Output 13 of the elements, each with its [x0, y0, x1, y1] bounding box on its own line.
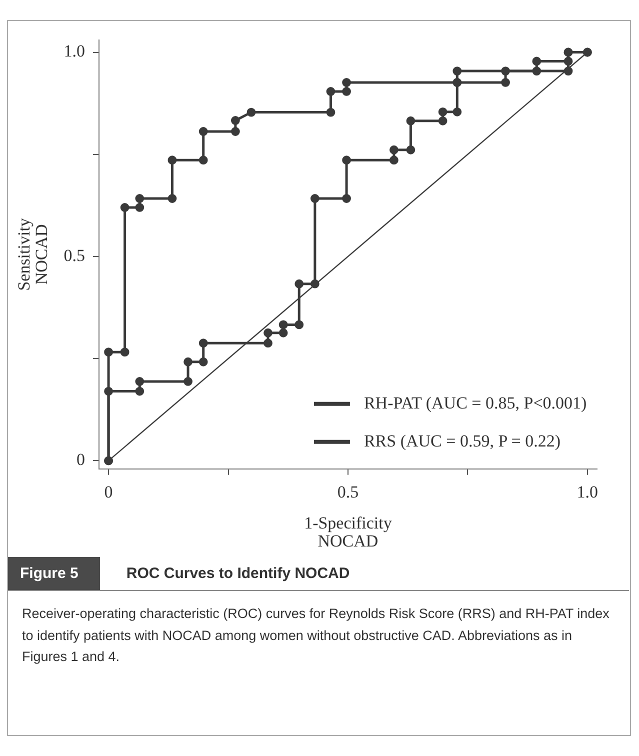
legend-label: RRS (AUC = 0.59, P = 0.22)	[364, 431, 561, 450]
y-tick-label: 0.5	[64, 246, 85, 265]
y-tick-label: 1.0	[64, 42, 85, 61]
y-axis-title: Sensitivity NOCAD	[14, 218, 52, 291]
text: Receiver-operating characteristic (ROC) curves for Reynolds Risk Score (RRS) and RH-PAT index to identify patients with NOCAD among women without obstructive CAD. Abbreviations as in Figures 1 and 4.	[21, 605, 610, 666]
x-tick-label: 0	[104, 482, 113, 502]
text: Figure 5	[8, 557, 100, 590]
y-tick-label: 0	[76, 450, 85, 470]
x-axis-title: 1-Specificity NOCAD	[304, 514, 392, 551]
text: ROC Curves to Identify NOCAD	[126, 565, 350, 582]
x-tick-label: 1.0	[576, 482, 598, 502]
x-tick-label: 0.5	[337, 482, 359, 502]
legend-label: RH-PAT (AUC = 0.85, P<0.001)	[364, 393, 587, 412]
